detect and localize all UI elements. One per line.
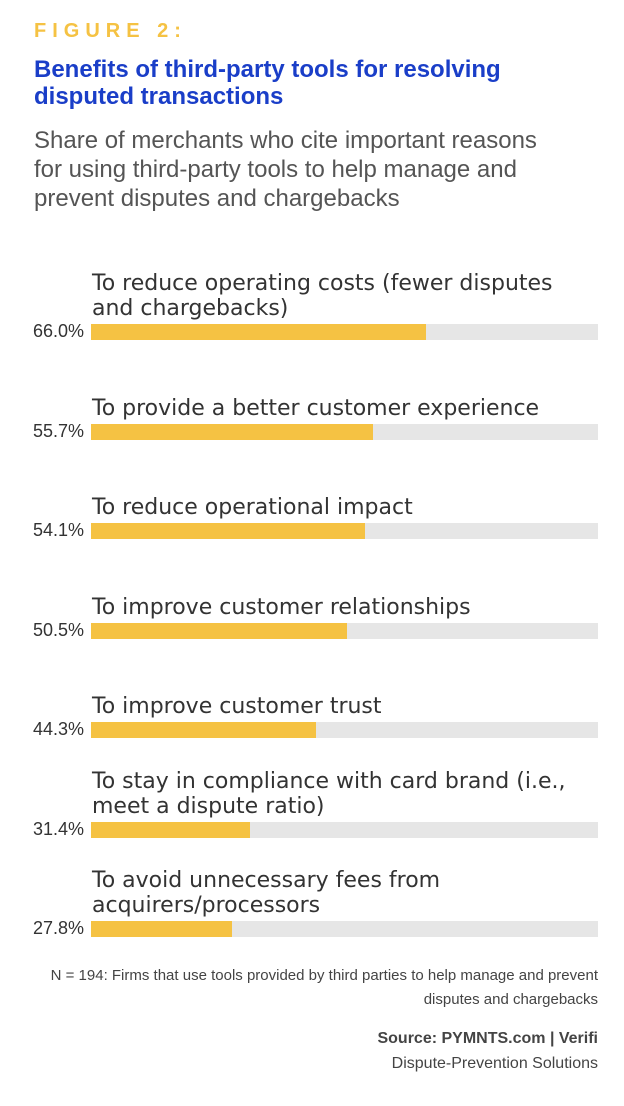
value-label: 31.4% bbox=[32, 818, 84, 839]
bar bbox=[91, 622, 348, 639]
value-label: 50.5% bbox=[32, 619, 84, 640]
bar-track bbox=[91, 622, 598, 639]
category-label: To improve customer relationships bbox=[92, 594, 471, 620]
bar bbox=[91, 821, 251, 838]
note: N = 194: Firms that use tools provided b… bbox=[50, 967, 598, 1008]
bar-track bbox=[91, 423, 598, 440]
bar bbox=[91, 324, 426, 340]
figure-label: FIGURE 2: bbox=[34, 20, 187, 42]
bar bbox=[91, 722, 316, 738]
bar bbox=[91, 523, 366, 539]
bar-track bbox=[91, 523, 598, 539]
value-label: 54.1% bbox=[32, 520, 84, 540]
bar-track bbox=[91, 821, 598, 838]
source-detail: Dispute-Prevention Solutions bbox=[391, 1055, 598, 1072]
category-label: To reduce operating costs (fewer dispute… bbox=[92, 271, 553, 321]
category-label: To stay in compliance with card brand (i… bbox=[92, 768, 566, 819]
chart-title: Benefits of third-party tools for resolv… bbox=[34, 56, 501, 110]
value-label: 44.3% bbox=[32, 719, 84, 739]
bar-track bbox=[91, 722, 598, 738]
bar bbox=[91, 921, 232, 937]
chart-subtitle: Share of merchants who cite important re… bbox=[34, 127, 537, 212]
category-label: To provide a better customer experience bbox=[92, 395, 540, 421]
bar bbox=[91, 423, 374, 440]
value-label: 27.8% bbox=[32, 918, 84, 938]
category-label: To improve customer trust bbox=[92, 694, 382, 719]
value-label: 66.0% bbox=[32, 321, 84, 341]
value-label: 55.7% bbox=[32, 420, 84, 441]
bar-track bbox=[91, 921, 598, 937]
source: Source: PYMNTS.com | Verifi bbox=[377, 1030, 598, 1047]
category-label: To avoid unnecessary fees from acquirers… bbox=[92, 868, 441, 918]
category-label: To reduce operational impact bbox=[92, 495, 413, 520]
bar-track bbox=[91, 324, 598, 340]
